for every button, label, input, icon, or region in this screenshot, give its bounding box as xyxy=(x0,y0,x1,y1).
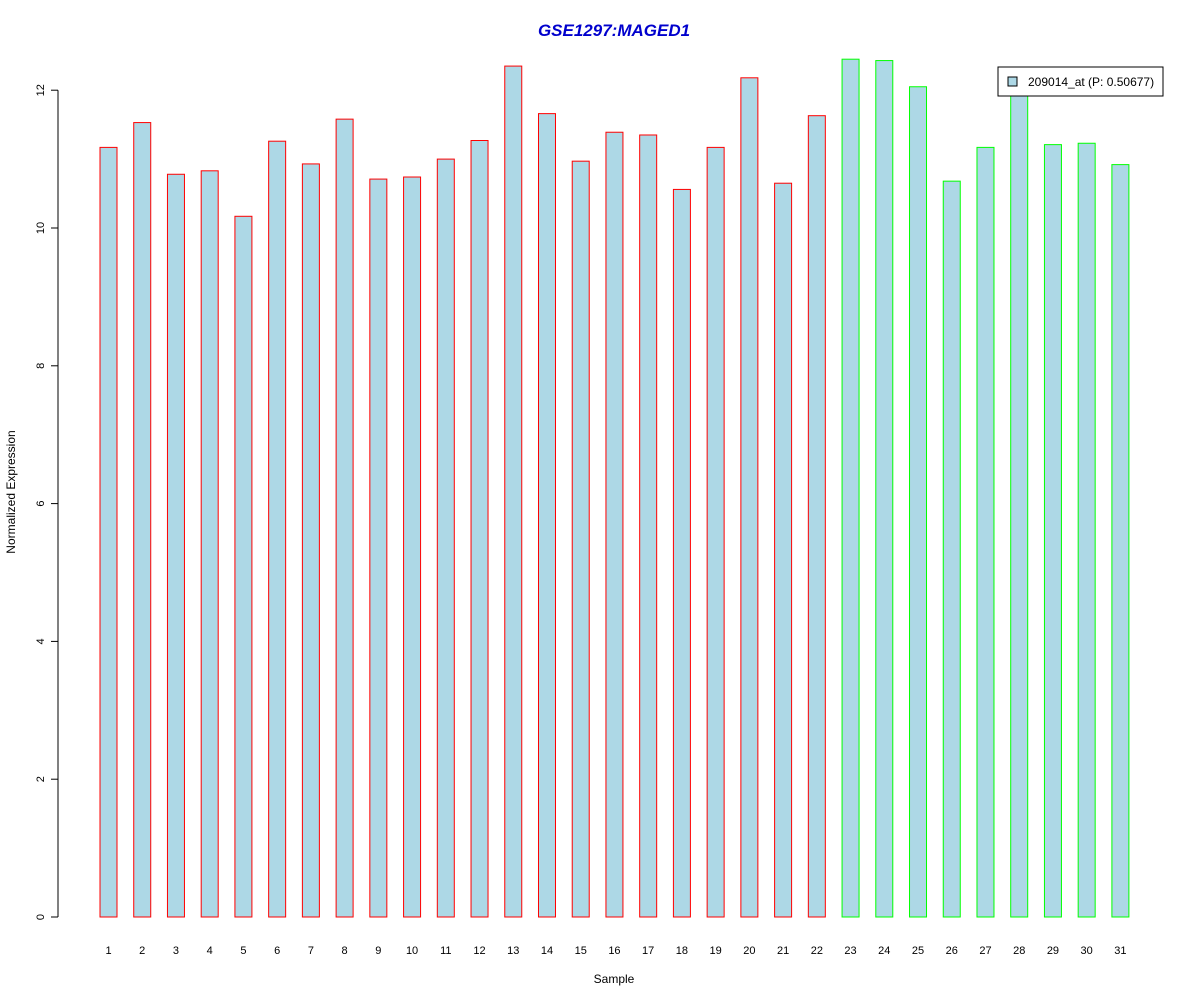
x-tick-label: 21 xyxy=(777,945,789,957)
bar-sample-8 xyxy=(335,118,354,918)
bar-sample-19 xyxy=(706,146,725,918)
x-axis-tick-labels: 1 2 3 4 5 6 7 8 9 10 11 12 13 14 15 16 17 18 19 20 21 22 23 24 2… xyxy=(105,945,1126,957)
x-tick-label: 25 xyxy=(912,945,924,957)
bar-sample-11 xyxy=(436,158,455,918)
x-tick-label: 11 xyxy=(440,945,451,957)
x-tick-label: 31 xyxy=(1114,945,1126,957)
bar-sample-16 xyxy=(605,131,624,918)
bar-sample-22 xyxy=(807,115,826,918)
bar-sample-13 xyxy=(504,65,523,918)
y-tick-label: 12 xyxy=(35,84,47,96)
x-tick-label: 23 xyxy=(844,945,856,957)
bar-sample-15 xyxy=(571,160,590,918)
x-tick-label: 8 xyxy=(342,945,348,957)
bar-sample-5 xyxy=(234,215,253,918)
x-tick-label: 16 xyxy=(608,945,620,957)
bar-sample-27 xyxy=(976,146,995,918)
x-tick-label: 7 xyxy=(308,945,314,957)
x-tick-label: 4 xyxy=(207,945,213,957)
x-tick-label: 1 xyxy=(105,945,111,957)
x-tick-label: 29 xyxy=(1047,945,1059,957)
bar-sample-18 xyxy=(672,188,691,918)
x-tick-label: 26 xyxy=(946,945,958,957)
bar-sample-2 xyxy=(133,122,152,918)
x-tick-label: 13 xyxy=(507,945,519,957)
bar-sample-30 xyxy=(1077,142,1096,918)
bar-sample-6 xyxy=(268,140,287,918)
legend-swatch xyxy=(1007,76,1018,87)
bar-sample-14 xyxy=(537,113,556,918)
x-tick-label: 22 xyxy=(811,945,823,957)
y-tick-label: 2 xyxy=(35,776,47,782)
bar-sample-25 xyxy=(909,86,928,918)
x-tick-label: 5 xyxy=(240,945,246,957)
x-tick-label: 18 xyxy=(676,945,688,957)
bar-sample-7 xyxy=(301,163,320,918)
x-tick-label: 14 xyxy=(541,945,553,957)
y-axis-label: Normalized Expression xyxy=(4,430,18,553)
y-tick-label: 6 xyxy=(35,501,47,507)
bar-sample-3 xyxy=(166,173,185,918)
bar-sample-10 xyxy=(403,176,422,918)
x-tick-label: 28 xyxy=(1013,945,1025,957)
bar-sample-1 xyxy=(99,146,118,918)
x-tick-label: 3 xyxy=(173,945,179,957)
bar-sample-17 xyxy=(639,134,658,918)
bar-sample-4 xyxy=(200,170,219,918)
bar-sample-20 xyxy=(740,77,759,918)
bar-sample-29 xyxy=(1043,144,1062,918)
bar-sample-28 xyxy=(1010,89,1029,918)
x-tick-label: 17 xyxy=(642,945,654,957)
legend-label: 209014_at (P: 0.50677) xyxy=(1028,75,1154,89)
bar-sample-12 xyxy=(470,140,489,918)
x-tick-label: 2 xyxy=(139,945,145,957)
x-tick-label: 12 xyxy=(473,945,485,957)
bar-sample-23 xyxy=(841,58,860,918)
legend: 209014_at (P: 0.50677) xyxy=(997,66,1164,97)
x-tick-label: 15 xyxy=(575,945,587,957)
x-tick-label: 6 xyxy=(274,945,280,957)
x-tick-label: 20 xyxy=(743,945,755,957)
x-tick-label: 24 xyxy=(878,945,890,957)
y-tick-label: 0 xyxy=(35,914,47,920)
bar-sample-24 xyxy=(875,60,894,918)
x-tick-label: 27 xyxy=(979,945,991,957)
bar-sample-9 xyxy=(369,178,388,918)
x-tick-label: 30 xyxy=(1081,945,1093,957)
x-tick-label: 19 xyxy=(710,945,722,957)
x-tick-label: 9 xyxy=(375,945,381,957)
bars-group xyxy=(99,58,1130,918)
bar-sample-21 xyxy=(774,182,793,918)
y-tick-label: 4 xyxy=(35,638,47,644)
y-tick-label: 8 xyxy=(35,363,47,369)
bar-sample-31 xyxy=(1111,164,1130,918)
chart-title: GSE1297:MAGED1 xyxy=(538,21,690,40)
x-axis-label: Sample xyxy=(594,972,635,986)
legend-box xyxy=(997,66,1164,97)
bar-sample-26 xyxy=(942,180,961,918)
x-tick-label: 10 xyxy=(406,945,418,957)
y-tick-label: 10 xyxy=(35,222,47,234)
y-axis: 0 2 4 6 8 10 12 xyxy=(35,84,59,920)
